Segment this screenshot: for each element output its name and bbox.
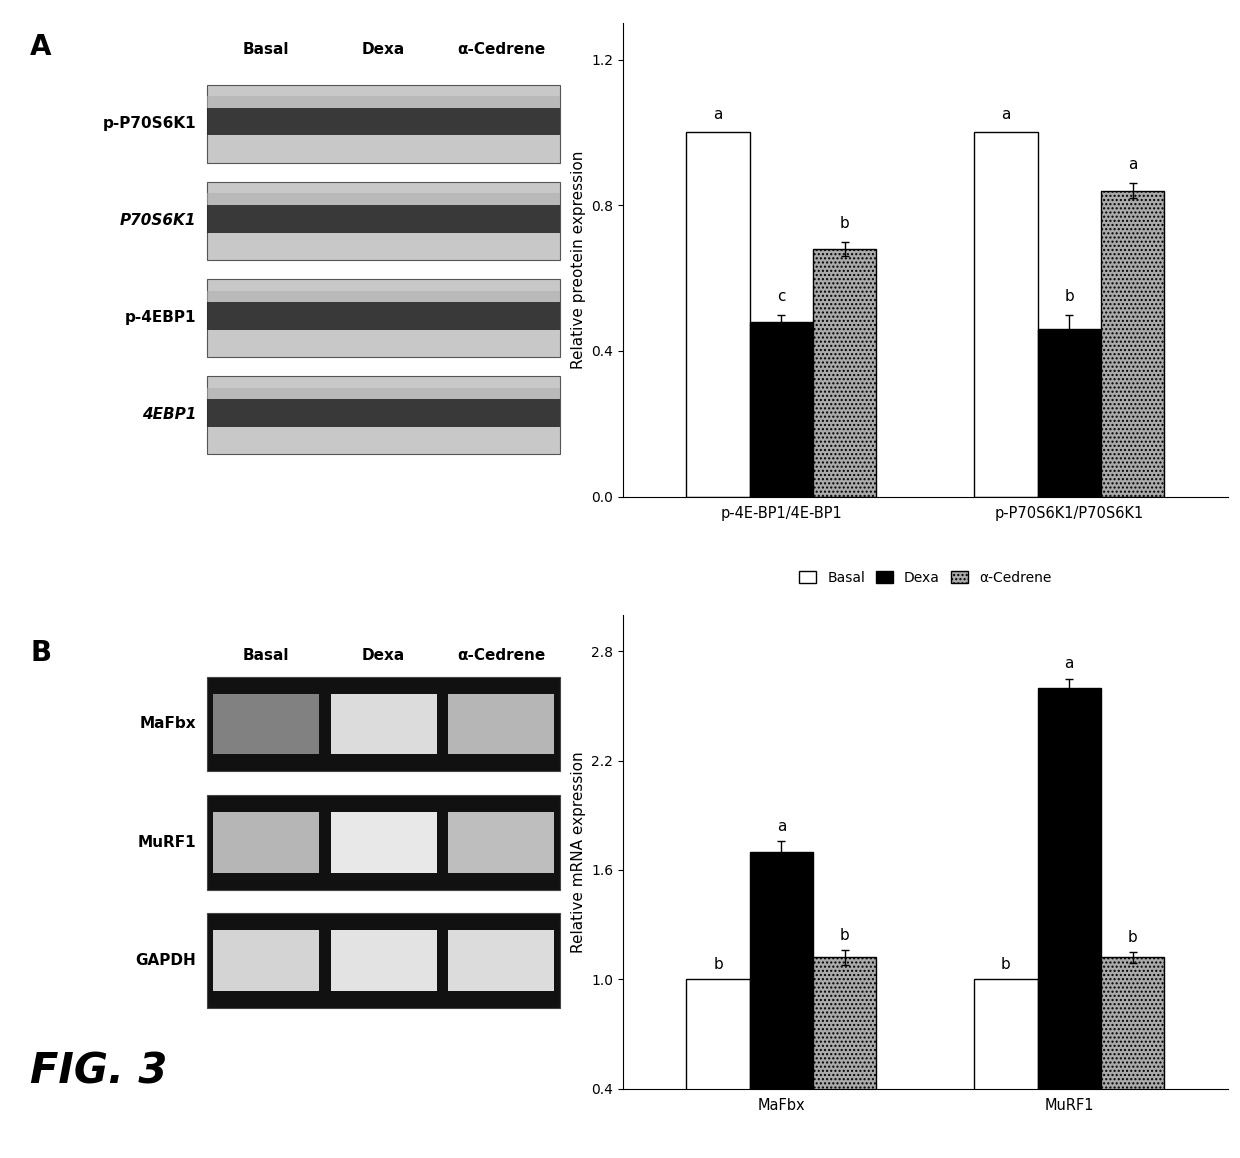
Text: b: b — [839, 928, 849, 943]
Text: MuRF1: MuRF1 — [138, 835, 196, 850]
Bar — [449, 930, 554, 991]
Bar — [1101, 191, 1164, 497]
Bar — [207, 376, 560, 454]
Text: b: b — [839, 215, 849, 230]
Bar — [213, 812, 319, 873]
Text: a: a — [1065, 657, 1074, 672]
Text: B: B — [30, 639, 51, 667]
Bar — [813, 249, 877, 497]
Bar — [975, 132, 1038, 497]
Bar — [750, 852, 813, 1158]
Bar — [975, 980, 1038, 1158]
Bar — [213, 694, 319, 754]
Y-axis label: Relative preotein expression: Relative preotein expression — [570, 151, 585, 369]
Text: Basal: Basal — [243, 42, 289, 57]
Text: Basal: Basal — [243, 648, 289, 664]
Text: b: b — [713, 957, 723, 972]
Text: GAPDH: GAPDH — [135, 953, 196, 968]
Text: p-4EBP1: p-4EBP1 — [124, 310, 196, 325]
Bar — [207, 205, 560, 233]
Bar — [813, 958, 877, 1158]
Legend: Basal, Dexa, α-Cedrene: Basal, Dexa, α-Cedrene — [794, 565, 1056, 591]
Text: Dexa: Dexa — [362, 648, 405, 664]
Bar — [207, 108, 560, 135]
Bar — [331, 812, 436, 873]
Text: b: b — [1001, 957, 1011, 972]
Bar — [207, 794, 560, 889]
Text: MaFbx: MaFbx — [139, 717, 196, 732]
Bar — [207, 302, 560, 330]
Y-axis label: Relative mRNA expression: Relative mRNA expression — [570, 750, 585, 953]
Text: FIG. 3: FIG. 3 — [30, 1050, 167, 1093]
Text: α-Cedrene: α-Cedrene — [458, 648, 546, 664]
Text: a: a — [1128, 157, 1137, 173]
Bar — [687, 980, 750, 1158]
Bar — [207, 182, 560, 259]
Text: a: a — [776, 819, 786, 834]
Bar — [449, 812, 554, 873]
Text: p-P70S6K1: p-P70S6K1 — [102, 116, 196, 131]
Bar — [207, 388, 560, 400]
Bar — [207, 400, 560, 426]
Text: b: b — [1127, 930, 1137, 945]
Bar — [207, 193, 560, 205]
Text: α-Cedrene: α-Cedrene — [458, 42, 546, 57]
Bar — [331, 694, 436, 754]
Bar — [207, 96, 560, 108]
Bar — [1101, 958, 1164, 1158]
Text: b: b — [1064, 288, 1074, 303]
Bar — [449, 694, 554, 754]
Text: Dexa: Dexa — [362, 42, 405, 57]
Bar — [687, 132, 750, 497]
Text: 4EBP1: 4EBP1 — [141, 408, 196, 423]
Bar — [213, 930, 319, 991]
Bar — [1038, 688, 1101, 1158]
Bar — [750, 322, 813, 497]
Text: P70S6K1: P70S6K1 — [119, 213, 196, 228]
Bar — [207, 85, 560, 163]
Bar — [331, 930, 436, 991]
Bar — [207, 291, 560, 302]
Bar — [207, 279, 560, 357]
Bar — [207, 914, 560, 1007]
Text: c: c — [777, 288, 786, 303]
Text: a: a — [1001, 107, 1011, 122]
Bar — [1038, 329, 1101, 497]
Text: a: a — [713, 107, 723, 122]
Bar — [207, 676, 560, 771]
Text: A: A — [30, 32, 52, 60]
